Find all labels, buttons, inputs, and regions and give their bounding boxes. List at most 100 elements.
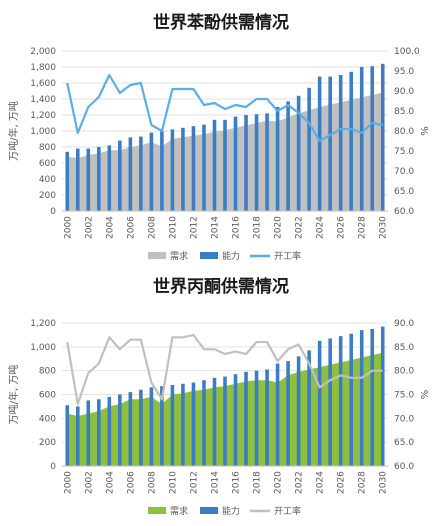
capacity-bar bbox=[380, 326, 385, 466]
capacity-bar bbox=[118, 394, 122, 466]
x-tick-label: 2020 bbox=[274, 216, 284, 239]
capacity-bar bbox=[296, 356, 301, 466]
legend-label: 能力 bbox=[222, 505, 240, 517]
x-tick-label: 2022 bbox=[295, 471, 305, 494]
capacity-bar bbox=[212, 377, 217, 466]
legend-label: 需求 bbox=[170, 250, 188, 262]
capacity-bar bbox=[328, 76, 332, 211]
capacity-bar bbox=[307, 350, 311, 466]
capacity-bar bbox=[349, 71, 353, 211]
x-tick-label: 2014 bbox=[210, 471, 220, 494]
y-tick-label: 600 bbox=[39, 391, 56, 401]
capacity-bar bbox=[160, 386, 164, 466]
capacity-bar bbox=[86, 148, 91, 211]
y2-tick-label: 95.0 bbox=[394, 67, 414, 77]
y2-tick-label: 75.0 bbox=[394, 147, 414, 157]
y-tick-label: 800 bbox=[39, 143, 56, 153]
legend-label: 开工率 bbox=[274, 250, 301, 262]
x-tick-label: 2002 bbox=[84, 471, 94, 494]
x-tick-label: 2028 bbox=[358, 216, 368, 239]
capacity-bar bbox=[181, 383, 185, 466]
capacity-bar bbox=[359, 67, 364, 211]
acetone-chart: 0 200 400 600 800 1,000 1,200 60.0 65.0 70.0 75.0 8… bbox=[7, 319, 431, 517]
x-tick-label: 2010 bbox=[168, 471, 178, 494]
capacity-bar bbox=[107, 145, 112, 211]
capacity-bar bbox=[212, 119, 217, 211]
phenol-chart-panel: 世界苯酚供需情况 0 200 400 600 800 1,000 1,200 1,400 1,6… bbox=[0, 0, 442, 262]
y-tick-label: 1,200 bbox=[30, 319, 56, 329]
x-tick-label: 2016 bbox=[232, 471, 242, 494]
capacity-bar bbox=[286, 101, 290, 211]
capacity-bar bbox=[97, 399, 101, 466]
capacity-bar bbox=[349, 333, 353, 466]
x-tick-label: 2014 bbox=[210, 216, 220, 239]
capacity-bar bbox=[317, 340, 322, 466]
phenol-chart: 0 200 400 600 800 1,000 1,200 1,400 1,600 1,800 2,… bbox=[7, 47, 431, 262]
capacity-bar bbox=[75, 406, 80, 466]
capacity-bar bbox=[139, 136, 143, 211]
x-tick-label: 2000 bbox=[63, 471, 73, 494]
y2-tick-label: 100.0 bbox=[394, 47, 420, 57]
x-tick-label: 2022 bbox=[295, 216, 305, 239]
capacity-bar bbox=[65, 151, 70, 211]
x-tick-label: 2030 bbox=[379, 216, 389, 239]
x-tick-label: 2000 bbox=[63, 216, 73, 239]
capacity-bar bbox=[317, 76, 322, 211]
capacity-bar bbox=[202, 124, 206, 211]
capacity-bar bbox=[65, 405, 70, 466]
x-tick-label: 2006 bbox=[126, 216, 136, 239]
capacity-bar bbox=[149, 387, 154, 466]
legend-label: 开工率 bbox=[274, 505, 301, 517]
capacity-bar bbox=[75, 148, 80, 211]
y2-tick-label: 70.0 bbox=[394, 414, 414, 424]
y2-tick-label: 60.0 bbox=[394, 207, 414, 217]
capacity-bar bbox=[254, 370, 259, 466]
y2-tick-label: 80.0 bbox=[394, 367, 414, 377]
capacity-bar bbox=[107, 396, 112, 466]
legend-label: 需求 bbox=[170, 505, 188, 517]
chart-title: 世界丙酮供需情况 bbox=[153, 277, 289, 297]
capacity-bar bbox=[170, 129, 175, 211]
y2-tick-label: 90.0 bbox=[394, 319, 414, 329]
y2-tick-label: 75.0 bbox=[394, 391, 414, 401]
y2-tick-label: 70.0 bbox=[394, 167, 414, 177]
y-axis-label: 万吨/年, 万吨 bbox=[7, 365, 20, 425]
legend-label: 能力 bbox=[222, 250, 240, 262]
capacity-bar bbox=[170, 384, 175, 466]
capacity-bar bbox=[380, 63, 385, 211]
y-axis-label: 万吨/年, 万吨 bbox=[7, 101, 20, 161]
y-tick-label: 1,600 bbox=[30, 79, 56, 89]
capacity-bar bbox=[296, 95, 301, 211]
x-tick-label: 2002 bbox=[84, 216, 94, 239]
capacity-bar bbox=[128, 137, 133, 211]
x-tick-label: 2012 bbox=[189, 471, 199, 494]
y2-tick-label: 90.0 bbox=[394, 87, 414, 97]
x-tick-label: 2020 bbox=[274, 471, 284, 494]
x-tick-label: 2004 bbox=[105, 216, 115, 239]
y-tick-label: 200 bbox=[39, 191, 56, 201]
y2-tick-label: 80.0 bbox=[394, 127, 414, 137]
x-tick-label: 2016 bbox=[232, 216, 242, 239]
legend-swatch-capacity bbox=[200, 252, 218, 259]
y-tick-label: 1,400 bbox=[30, 95, 56, 105]
capacity-bar bbox=[254, 114, 259, 211]
x-tick-label: 2026 bbox=[337, 216, 347, 239]
capacity-bar bbox=[223, 119, 227, 211]
capacity-bar bbox=[275, 107, 280, 211]
x-tick-label: 2008 bbox=[147, 216, 157, 239]
x-tick-label: 2010 bbox=[168, 216, 178, 239]
y-tick-label: 1,800 bbox=[30, 63, 56, 73]
y2-tick-label: 85.0 bbox=[394, 343, 414, 353]
capacity-bar bbox=[359, 330, 364, 466]
x-tick-label: 2030 bbox=[379, 471, 389, 494]
y-tick-label: 1,000 bbox=[30, 343, 56, 353]
capacity-bar bbox=[223, 376, 227, 466]
x-tick-label: 2008 bbox=[147, 471, 157, 494]
capacity-bar bbox=[370, 66, 375, 211]
capacity-bar bbox=[233, 374, 238, 466]
y-tick-label: 400 bbox=[39, 175, 56, 185]
legend-swatch-demand bbox=[148, 507, 166, 514]
y-tick-label: 0 bbox=[50, 207, 56, 217]
capacity-bar bbox=[191, 126, 196, 211]
capacity-bar bbox=[338, 336, 343, 466]
